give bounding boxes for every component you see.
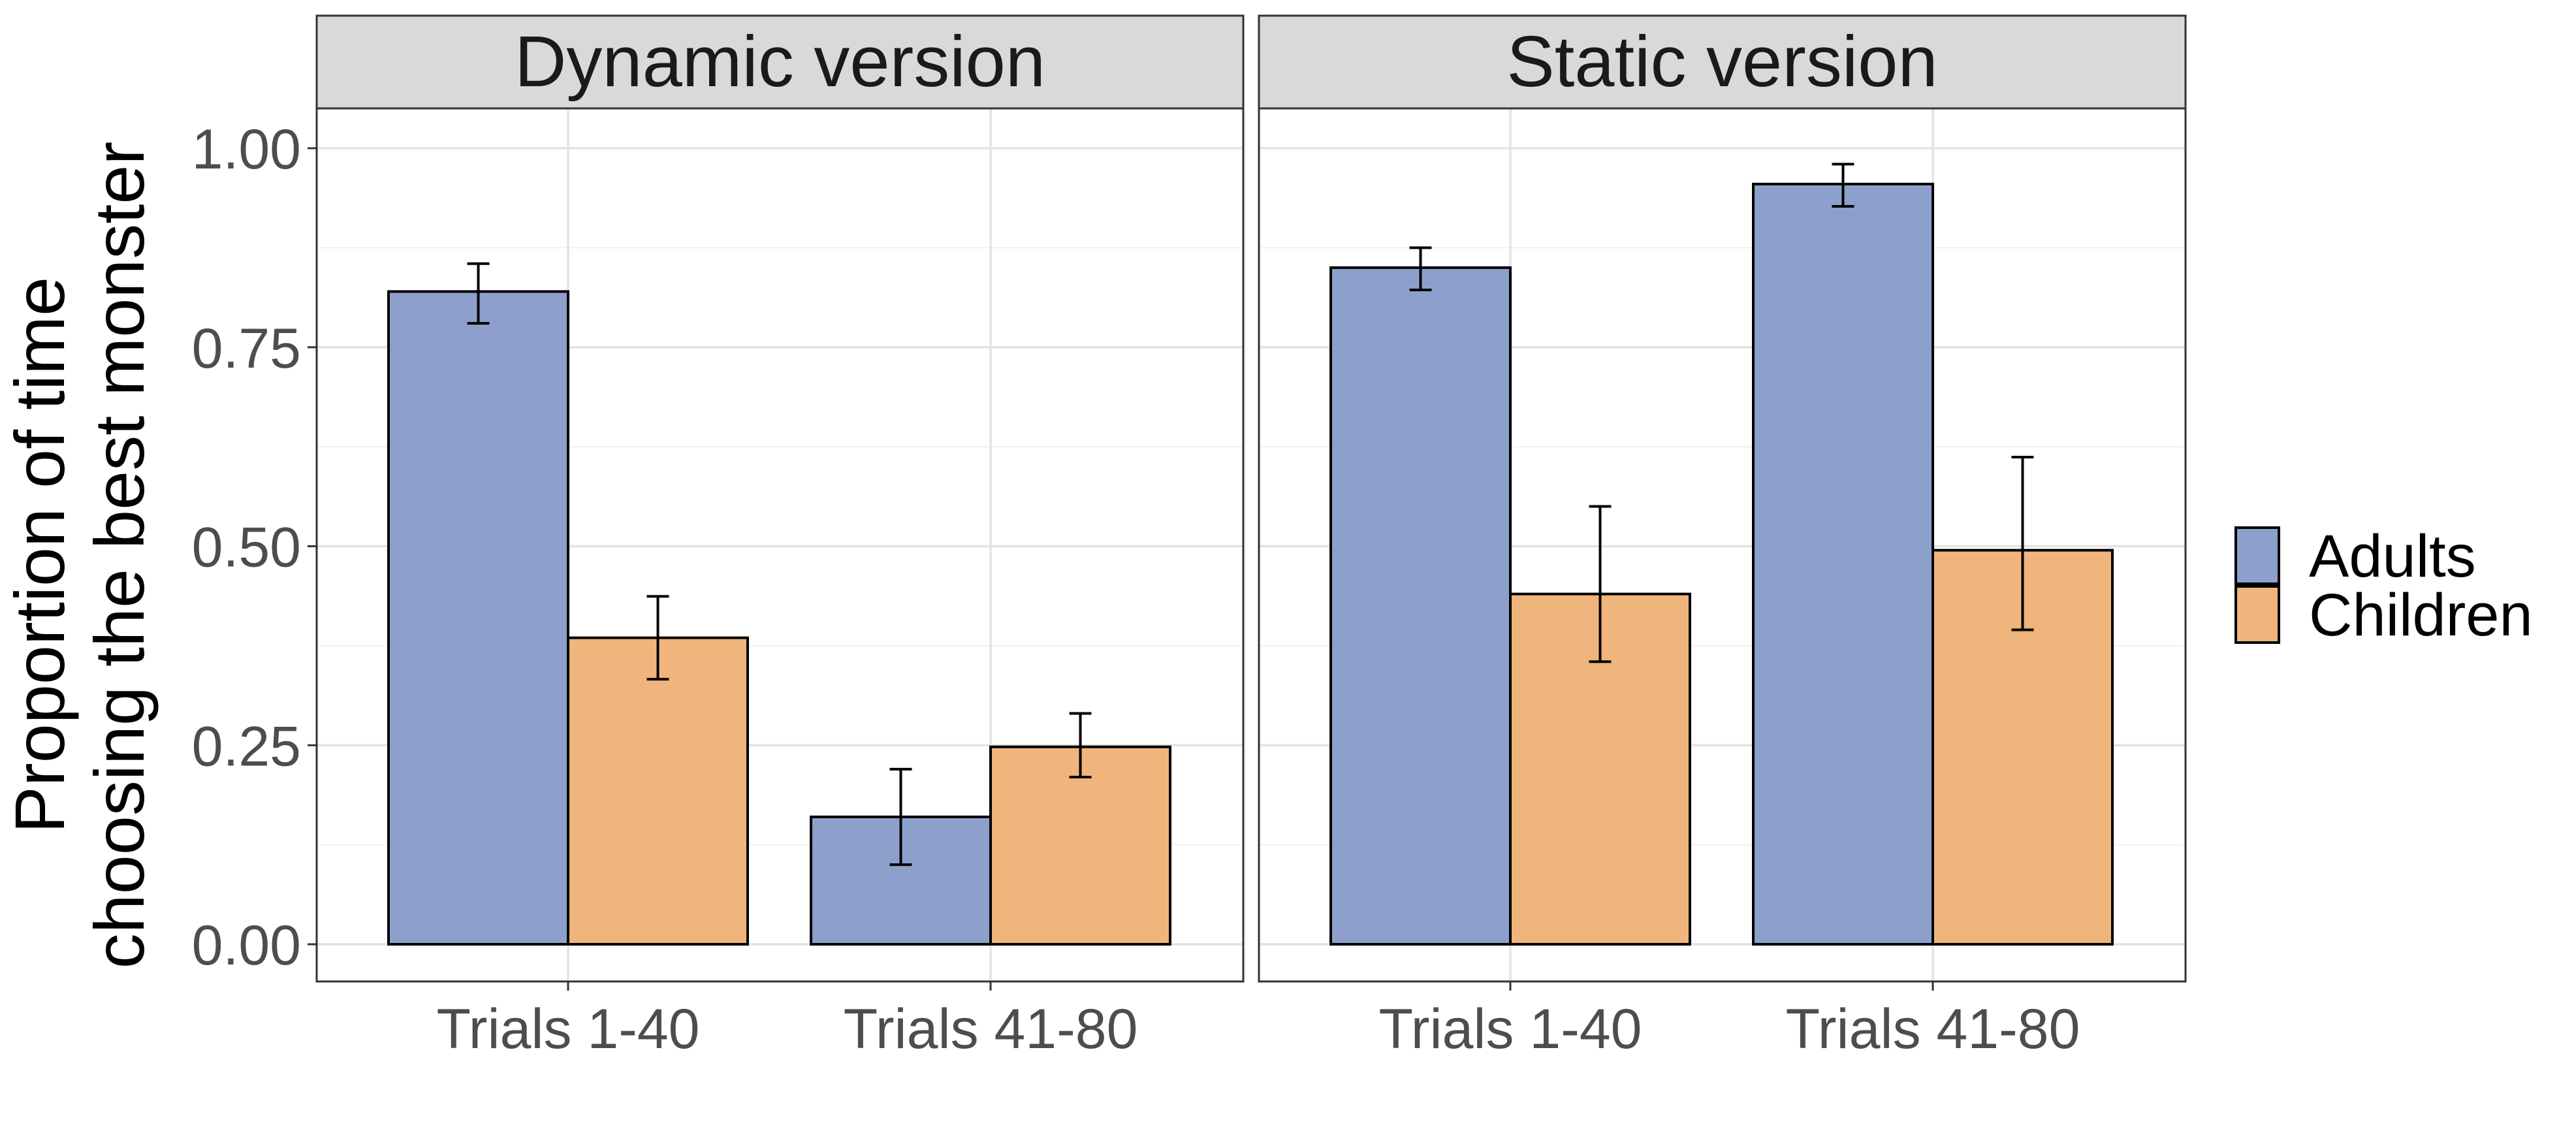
error-bar [2011, 455, 2034, 631]
y-axis: 0.00 0.25 0.50 0.75 1.00 [192, 118, 317, 977]
facet-title: Static version [1506, 22, 1937, 102]
facet-title: Dynamic version [515, 22, 1045, 102]
x-tick-label: Trials 1-40 [436, 998, 699, 1060]
x-tick-label: Trials 1-40 [1378, 998, 1642, 1060]
y-tick-label: 0.50 [192, 517, 301, 579]
y-tick-label: 0.25 [192, 715, 301, 778]
panel-border [315, 107, 1245, 983]
legend-item-children: Children [2234, 582, 2533, 648]
legend-label: Adults [2309, 523, 2476, 590]
error-bar [889, 767, 912, 867]
facet-panel: Static version Trials 1-40 Trials 41-80 [1258, 14, 2187, 1060]
y-tick-label: 1.00 [192, 118, 301, 181]
error-bar [1832, 163, 1854, 208]
error-bar [646, 595, 669, 681]
y-tick-label: 0.75 [192, 317, 301, 380]
x-tick-label: Trials 41-80 [1786, 998, 2080, 1060]
error-bar [1409, 246, 1432, 291]
facet-strip [1258, 14, 2187, 110]
facet-panel: Dynamic version Trials 1-40 Trials 41-80 [315, 14, 1245, 1060]
error-bar [1069, 712, 1092, 779]
x-tick-label: Trials 41-80 [844, 998, 1138, 1060]
y-axis-title-line2: choosing the best monster [80, 142, 159, 969]
bar-children [989, 745, 1171, 946]
error-bar [1589, 505, 1612, 663]
bar-children [567, 636, 749, 946]
y-axis-title-line1: Proportion of time [0, 277, 79, 833]
error-bar [467, 262, 490, 325]
panel-border [1258, 107, 2187, 983]
facet-strip [315, 14, 1245, 110]
bar-adults [1752, 182, 1934, 946]
bar-adults [387, 290, 569, 946]
bar-adults [1329, 266, 1512, 946]
legend-label: Children [2309, 582, 2533, 648]
legend-key [2234, 585, 2280, 644]
legend-item-adults: Adults [2234, 523, 2476, 590]
y-tick-label: 0.00 [192, 914, 301, 977]
legend-key [2234, 526, 2280, 585]
